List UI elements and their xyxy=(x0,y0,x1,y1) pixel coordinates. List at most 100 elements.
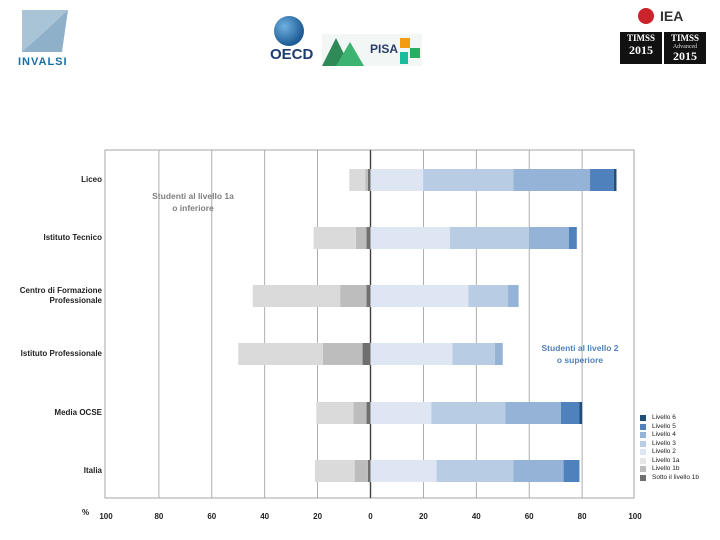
legend-item: Livello 5 xyxy=(640,423,699,432)
annotation-right-line2: o superiore xyxy=(556,355,604,365)
x-tick-label: 60 xyxy=(207,512,217,521)
bar-segment xyxy=(370,402,432,424)
x-axis-label: % xyxy=(82,508,90,517)
timss-logo-title: TIMSS xyxy=(626,33,655,43)
bar-segment xyxy=(370,227,450,249)
x-tick-label: 20 xyxy=(313,512,323,521)
pisa-logo: PISA xyxy=(322,34,422,66)
oecd-logo: OECD xyxy=(268,16,324,68)
bar-segment xyxy=(314,460,355,482)
legend-swatch xyxy=(640,474,646,481)
annotation-left-line1: Studenti al livello 1a xyxy=(152,191,234,201)
annotation-left-line2: o inferiore xyxy=(172,203,214,213)
bar-segment xyxy=(349,169,366,191)
bar-segment xyxy=(370,169,424,191)
bar-segment xyxy=(322,343,363,365)
pisa-logo-text: PISA xyxy=(370,42,399,56)
bar-segment xyxy=(590,169,614,191)
chart-legend: Livello 6 Livello 5 Livello 4 Livello 3 Live… xyxy=(640,414,699,482)
bar-segment xyxy=(436,460,514,482)
category-label-line: Professionale xyxy=(49,296,102,305)
legend-swatch xyxy=(640,432,646,439)
bar-segment xyxy=(505,402,561,424)
bar-segment xyxy=(452,343,495,365)
category-label: Istituto Professionale xyxy=(10,349,102,359)
category-label-line: Istituto Tecnico xyxy=(43,233,102,242)
oecd-globe-icon xyxy=(274,16,304,46)
bar-segment xyxy=(563,460,580,482)
legend-label: Livello 6 xyxy=(652,414,676,421)
bar-segment xyxy=(362,343,371,365)
annotation-left: Studenti al livello 1a o inferiore xyxy=(146,190,240,214)
category-label: Media OCSE xyxy=(10,408,102,418)
bar-segment xyxy=(494,343,503,365)
bar-segment xyxy=(568,227,577,249)
legend-item: Livello 3 xyxy=(640,440,699,449)
bar-segment xyxy=(529,227,569,249)
bar-segment xyxy=(370,285,469,307)
bar-segment xyxy=(366,285,371,307)
legend-item: Livello 2 xyxy=(640,448,699,457)
x-tick-label: 80 xyxy=(577,512,587,521)
legend-label: Livello 4 xyxy=(652,431,676,438)
bar-segment xyxy=(316,402,354,424)
legend-swatch xyxy=(640,457,646,464)
legend-swatch xyxy=(640,415,646,422)
category-label: Italia xyxy=(10,466,102,476)
bar-segment xyxy=(423,169,514,191)
bar-segment xyxy=(365,169,368,191)
bar-segment xyxy=(367,169,371,191)
iea-logo: IEA xyxy=(638,6,698,26)
legend-label: Livello 1a xyxy=(652,456,680,464)
invalsi-logo-text: INVALSI xyxy=(18,56,68,68)
x-tick-label: 40 xyxy=(260,512,270,521)
timss-advanced-logo: TIMSS Advanced 2015 xyxy=(664,32,706,64)
category-label-line: Liceo xyxy=(81,175,102,184)
invalsi-logo-mark xyxy=(22,10,68,52)
legend-item: Livello 1a xyxy=(640,457,699,466)
bar-segment xyxy=(449,227,530,249)
bar-segment xyxy=(513,169,591,191)
category-label: Liceo xyxy=(10,175,102,185)
bar-segment xyxy=(340,285,367,307)
invalsi-logo: INVALSI xyxy=(18,8,74,68)
pisa-logo-mark xyxy=(322,38,420,66)
legend-item: Livello 4 xyxy=(640,431,699,440)
bar-segment xyxy=(560,402,580,424)
annotation-right-line1: Studenti al livello 2 xyxy=(541,343,619,353)
x-tick-label: 60 xyxy=(524,512,534,521)
x-tick-label: 80 xyxy=(154,512,164,521)
x-tick-label: 0 xyxy=(368,512,373,521)
legend-item: Sotto il livello 1b xyxy=(640,474,699,483)
iea-logo-text: IEA xyxy=(660,8,684,24)
legend-label: Livello 1b xyxy=(652,465,680,472)
legend-item: Livello 6 xyxy=(640,414,699,423)
category-label-line: Italia xyxy=(83,466,102,475)
x-tick-label: 100 xyxy=(628,512,642,521)
timss-logo: TIMSS 2015 xyxy=(620,32,662,64)
bar-segment xyxy=(613,169,617,191)
legend-label: Livello 2 xyxy=(652,448,676,455)
x-tick-label: 20 xyxy=(418,512,428,521)
legend-swatch xyxy=(640,449,646,456)
bar-segment xyxy=(354,460,368,482)
legend-label: Sotto il livello 1b xyxy=(652,473,699,481)
x-tick-label: 100 xyxy=(99,512,113,521)
bar-segment xyxy=(370,460,437,482)
bar-segment xyxy=(513,460,564,482)
annotation-right: Studenti al livello 2 o superiore xyxy=(532,342,628,366)
bar-segment xyxy=(468,285,509,307)
x-tick-label: 40 xyxy=(471,512,481,521)
oecd-logo-text: OECD xyxy=(270,46,314,63)
legend-swatch xyxy=(640,466,646,473)
legend-label: Livello 5 xyxy=(652,422,676,430)
bar-segment xyxy=(238,343,323,365)
bar-segment xyxy=(353,402,367,424)
category-label-line: Media OCSE xyxy=(54,408,102,417)
bar-segment xyxy=(313,227,356,249)
legend-item: Livello 1b xyxy=(640,465,699,474)
category-label: Centro di Formazione Professionale xyxy=(10,286,102,306)
bar-segment xyxy=(367,460,371,482)
bar-segment xyxy=(579,402,583,424)
